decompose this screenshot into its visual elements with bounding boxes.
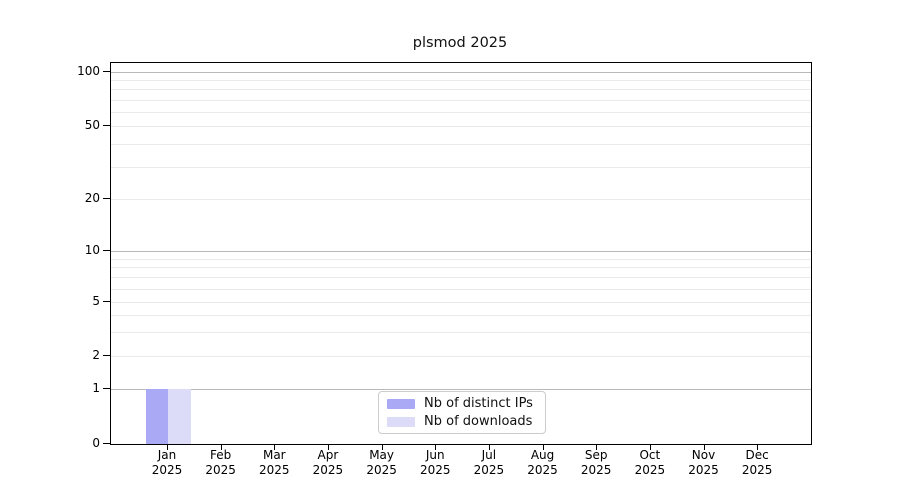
x-tick-label-nov: Nov 2025 (688, 448, 719, 477)
y-tick-mark (103, 301, 110, 302)
x-tick-label-jan: Jan 2025 (151, 448, 183, 477)
gridline-minor-70 (111, 99, 811, 101)
bar-nb-of-distinct-ips-jan (145, 389, 168, 444)
gridline-minor-20 (111, 199, 811, 200)
y-tick-mark (103, 198, 110, 199)
gridline-minor-6 (111, 288, 811, 290)
gridline-minor-9 (111, 258, 811, 260)
x-tick-label-jul: Jul 2025 (473, 448, 505, 477)
gridline-minor-60 (111, 111, 811, 113)
x-tick-mark (542, 444, 544, 450)
y-tick-mark (103, 388, 110, 389)
gridline-minor-2 (111, 356, 811, 357)
y-tick-label-2: 2 (92, 348, 100, 362)
x-tick-label-aug: Aug 2025 (527, 448, 558, 477)
legend: Nb of distinct IPs Nb of downloads (378, 391, 546, 434)
gridline-major-100 (111, 72, 811, 73)
y-tick-label-5: 5 (92, 294, 100, 308)
gridline-minor-8 (111, 267, 811, 269)
x-tick-mark (274, 444, 276, 450)
plot-area: Nb of distinct IPs Nb of downloads (110, 62, 812, 445)
bar-nb-of-downloads-jan (168, 389, 191, 444)
x-tick-mark (327, 444, 329, 450)
x-tick-mark (435, 444, 437, 450)
gridline-major-1 (111, 389, 811, 390)
legend-swatch-distinct-ips (387, 398, 415, 409)
y-tick-mark (103, 71, 110, 72)
x-tick-mark (757, 444, 759, 450)
x-tick-label-sep: Sep 2025 (580, 448, 612, 477)
x-tick-mark (488, 444, 490, 450)
x-tick-mark (381, 444, 383, 450)
y-tick-mark (103, 443, 110, 444)
x-tick-mark (167, 444, 168, 450)
legend-swatch-downloads (387, 416, 415, 427)
y-tick-label-0: 0 (92, 436, 100, 450)
gridline-minor-30 (111, 166, 811, 168)
y-tick-label-20: 20 (84, 191, 100, 205)
gridline-major-10 (111, 251, 811, 252)
x-tick-label-jun: Jun 2025 (419, 448, 451, 477)
y-tick-mark (103, 250, 110, 251)
x-tick-mark (220, 444, 222, 450)
gridline-minor-7 (111, 277, 811, 279)
x-tick-label-mar: Mar 2025 (259, 448, 290, 477)
y-tick-label-1: 1 (92, 381, 100, 395)
x-tick-label-feb: Feb 2025 (205, 448, 236, 477)
legend-label-downloads: Nb of downloads (424, 414, 533, 429)
x-tick-label-dec: Dec 2025 (741, 448, 773, 477)
y-tick-mark (103, 355, 110, 356)
gridline-minor-5 (111, 302, 811, 303)
x-tick-label-may: May 2025 (366, 448, 397, 477)
gridline-minor-40 (111, 143, 811, 145)
legend-label-distinct-ips: Nb of distinct IPs (424, 396, 533, 411)
x-tick-label-apr: Apr 2025 (312, 448, 344, 477)
x-tick-label-oct: Oct 2025 (634, 448, 666, 477)
y-tick-label-50: 50 (84, 118, 100, 132)
gridline-minor-50 (111, 126, 811, 127)
y-tick-mark (103, 125, 110, 126)
y-tick-label-10: 10 (84, 243, 100, 257)
y-tick-label-100: 100 (77, 64, 100, 78)
chart-title: plsmod 2025 (412, 35, 508, 51)
x-tick-mark (649, 444, 651, 450)
legend-item-downloads: Nb of downloads (387, 414, 537, 429)
gridline-minor-90 (111, 80, 811, 82)
legend-item-distinct-ips: Nb of distinct IPs (387, 396, 537, 411)
gridline-minor-80 (111, 89, 811, 91)
x-tick-mark (596, 444, 598, 450)
x-tick-mark (703, 444, 705, 450)
gridline-minor-4 (111, 315, 811, 317)
gridline-minor-3 (111, 332, 811, 334)
